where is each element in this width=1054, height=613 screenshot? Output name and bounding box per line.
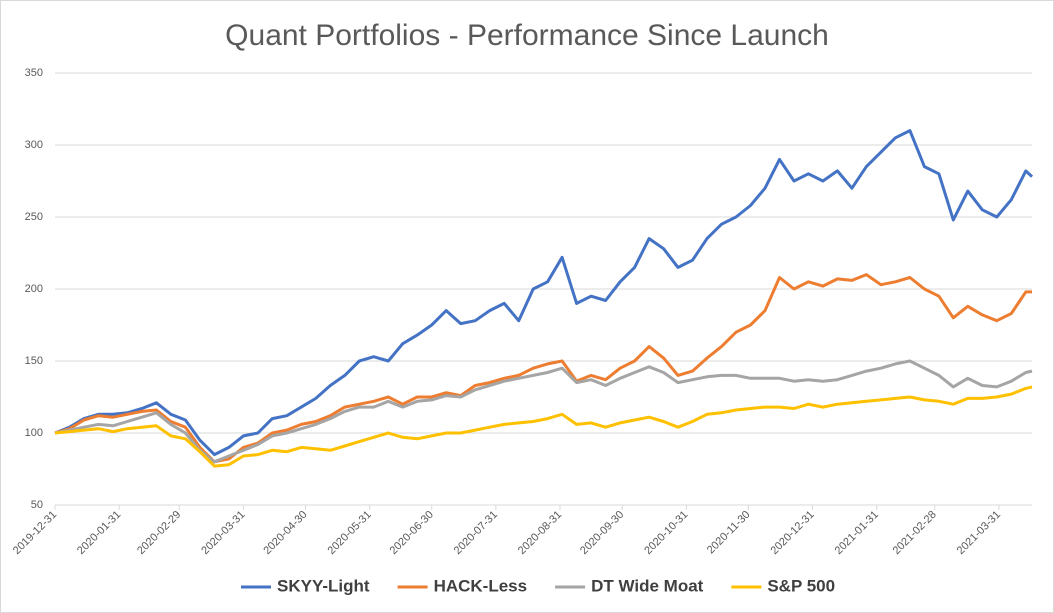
series-line bbox=[54, 385, 1033, 468]
y-tick-label: 250 bbox=[25, 211, 43, 223]
y-tick-label: 200 bbox=[25, 283, 43, 295]
y-tick-label: 350 bbox=[25, 67, 43, 79]
legend-label: HACK-Less bbox=[434, 576, 528, 595]
legend: SKYY-Light HACK-Less DT Wide Moat S&P 500 bbox=[241, 576, 835, 595]
legend-label: S&P 500 bbox=[767, 576, 835, 595]
chart-title: Quant Portfolios - Performance Since Lau… bbox=[225, 19, 829, 52]
y-tick-label: 300 bbox=[25, 139, 43, 151]
y-tick-label: 50 bbox=[31, 499, 43, 511]
series-line bbox=[54, 129, 1034, 457]
series-line bbox=[54, 359, 1033, 464]
y-tick-label: 150 bbox=[25, 355, 43, 367]
legend-label: DT Wide Moat bbox=[591, 576, 704, 595]
legend-label: SKYY-Light bbox=[277, 576, 370, 595]
y-tick-label: 100 bbox=[25, 427, 43, 439]
